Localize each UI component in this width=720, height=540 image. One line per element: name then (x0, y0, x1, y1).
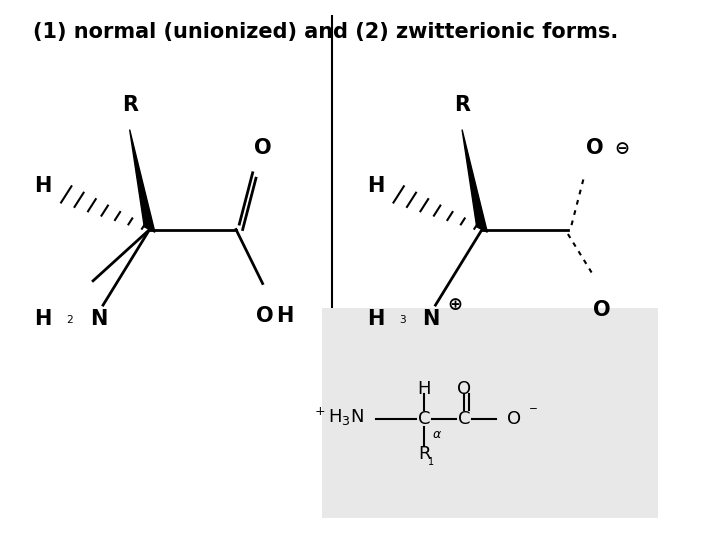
Text: C: C (458, 409, 470, 428)
Text: H: H (418, 380, 431, 398)
Polygon shape (130, 130, 155, 232)
Text: O: O (508, 409, 521, 428)
Polygon shape (462, 130, 487, 232)
Text: $\alpha$: $\alpha$ (432, 428, 442, 441)
Text: N: N (90, 308, 107, 329)
Text: R: R (122, 95, 138, 116)
Text: ⊕: ⊕ (448, 296, 463, 314)
Text: R: R (454, 95, 470, 116)
Text: O: O (593, 300, 611, 321)
Text: $^-$: $^-$ (526, 406, 538, 421)
Text: N: N (422, 308, 439, 329)
Text: H: H (35, 308, 52, 329)
Text: O: O (254, 138, 271, 159)
Text: $_2$: $_2$ (66, 311, 74, 326)
Text: O: O (457, 380, 471, 398)
Text: O: O (586, 138, 604, 159)
Text: H: H (367, 176, 384, 197)
Text: C: C (418, 409, 431, 428)
Text: O: O (256, 306, 274, 326)
FancyBboxPatch shape (323, 308, 658, 518)
Text: R: R (418, 444, 431, 463)
Text: H: H (367, 308, 384, 329)
Text: $_1$: $_1$ (427, 454, 434, 468)
Text: $^+$H$_3$N: $^+$H$_3$N (312, 406, 364, 428)
Text: ⊖: ⊖ (614, 139, 629, 158)
Text: (1) normal (unionized) and (2) zwitterionic forms.: (1) normal (unionized) and (2) zwitterio… (33, 22, 618, 42)
Text: $_3$: $_3$ (399, 311, 407, 326)
Text: H: H (35, 176, 52, 197)
Text: H: H (276, 306, 293, 326)
